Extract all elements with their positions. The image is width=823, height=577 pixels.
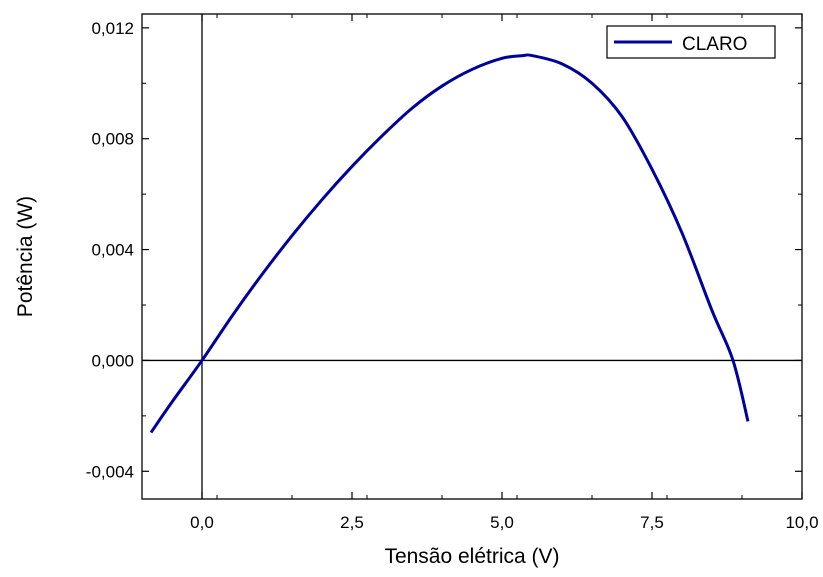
y-tick-label: 0,004 [91, 241, 134, 260]
x-tick-label: 5,0 [490, 513, 514, 532]
plot-frame [141, 13, 803, 500]
x-tick-label: 7,5 [640, 513, 664, 532]
plot-area [142, 14, 802, 499]
y-tick-label: 0,000 [91, 351, 134, 370]
y-axis-title: Potência (W) [14, 196, 37, 317]
axes-layer: 0,0 2,5 5,0 7,5 10,0 -0,004 0,000 0,004 0,008 0,0… [86, 13, 819, 532]
y-tick-label: 0,012 [91, 19, 134, 38]
series-line-claro [149, 53, 750, 434]
legend-label-claro: CLARO [682, 34, 747, 55]
y-tick-label: -0,004 [86, 462, 134, 481]
x-tick-label: 10,0 [785, 513, 818, 532]
x-tick-label: 0,0 [190, 513, 214, 532]
x-tick-label: 2,5 [340, 513, 364, 532]
series-layer [149, 53, 750, 434]
legend: CLARO [606, 25, 776, 59]
y-tick-label: 0,008 [91, 130, 134, 149]
x-axis-title: Tensão elétrica (V) [384, 545, 559, 568]
